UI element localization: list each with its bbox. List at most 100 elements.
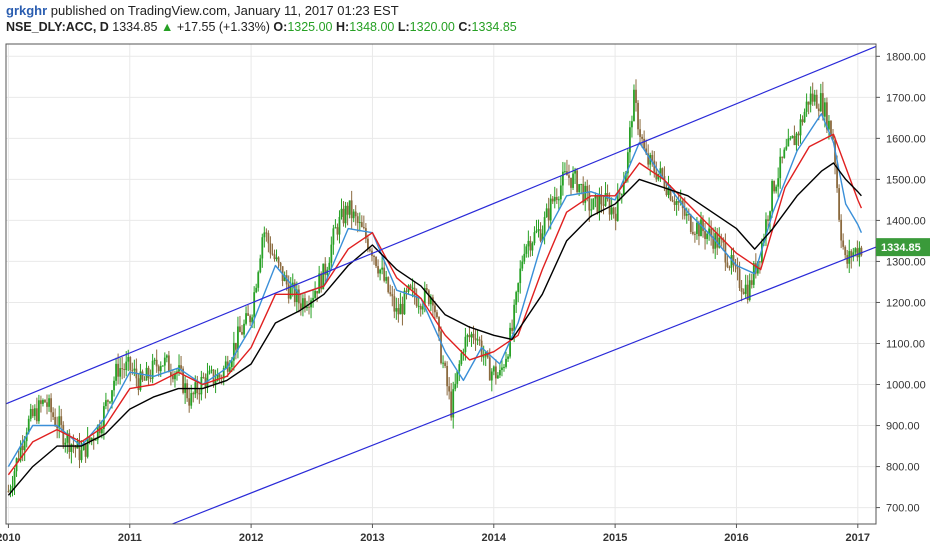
price-axis[interactable]: 700.00 800.00 900.00 1000.00 1100.00 1200.00 1… <box>876 51 926 515</box>
candle-body <box>700 219 702 237</box>
candle-body <box>78 441 81 461</box>
high-value: 1348.00 <box>349 20 395 34</box>
candle-body <box>781 156 784 158</box>
candle-body <box>100 428 103 434</box>
candle-body <box>214 380 217 384</box>
symbol-label[interactable]: NSE_DLY:ACC, D <box>6 20 109 34</box>
candle-body <box>137 378 140 390</box>
candle-body <box>629 127 631 153</box>
candle-body <box>641 136 643 139</box>
candle-body <box>647 153 650 165</box>
candle-body <box>464 336 467 353</box>
candle-body <box>338 216 341 235</box>
candle-body <box>553 196 556 202</box>
channel-lines[interactable] <box>5 45 877 525</box>
y-tick-label: 1700.00 <box>886 92 926 104</box>
candle-body <box>823 102 826 117</box>
candle-body <box>442 362 444 364</box>
candle-body <box>295 289 298 303</box>
candle-body <box>82 443 85 451</box>
candle-body <box>344 205 347 224</box>
candle-body <box>580 184 583 186</box>
candle-body <box>738 269 741 289</box>
candle-body <box>667 187 670 195</box>
candle-body <box>448 386 451 392</box>
candle-body <box>279 262 282 267</box>
ma-slow-line <box>7 162 862 496</box>
candle-body <box>143 379 146 381</box>
candle-body <box>346 205 349 215</box>
y-tick-label: 1100.00 <box>886 338 925 350</box>
candle-body <box>661 168 664 176</box>
channel-upper-line[interactable] <box>5 45 877 405</box>
candle-body <box>377 266 379 274</box>
candle-body <box>539 229 542 241</box>
candle-body <box>153 359 156 361</box>
candle-body <box>710 228 713 237</box>
candle-body <box>119 368 122 377</box>
candle-body <box>324 263 327 275</box>
candle-body <box>7 491 10 493</box>
candle-body <box>109 401 111 403</box>
candle-body <box>31 408 34 417</box>
candle-body <box>373 255 375 257</box>
candle-body <box>669 187 672 200</box>
candle-body <box>452 389 455 418</box>
candle-body <box>549 198 552 221</box>
candle-body <box>492 366 495 372</box>
plot-frame <box>5 43 877 525</box>
candle-body <box>157 366 160 372</box>
candle-body <box>275 257 278 260</box>
candle-body <box>537 229 540 231</box>
price-tag-box <box>876 238 930 257</box>
candle-body <box>399 303 402 315</box>
y-tick-label: 700.00 <box>886 503 920 515</box>
candle-body <box>730 255 733 268</box>
candle-body <box>9 489 12 492</box>
candle-body <box>789 138 792 140</box>
candle-body <box>218 374 221 378</box>
candle-body <box>68 433 71 452</box>
candle-body <box>596 195 599 213</box>
candle-body <box>334 227 337 229</box>
candle-body <box>807 101 810 105</box>
candle-body <box>472 333 475 338</box>
candle-body <box>687 213 690 216</box>
candle-body <box>551 198 554 202</box>
candle-body <box>350 200 353 219</box>
candle-body <box>631 121 633 128</box>
moving-averages <box>7 113 863 496</box>
candle-body <box>155 359 158 367</box>
time-axis[interactable]: 2010 2011 2012 2013 2014 2015 2016 2017 <box>0 524 870 544</box>
candle-body <box>389 292 392 295</box>
candle-body <box>478 339 481 341</box>
candle-body <box>395 308 398 312</box>
last-price: 1334.85 <box>112 20 158 34</box>
candle-body <box>645 148 648 154</box>
candle-body <box>37 400 40 422</box>
candle-body <box>854 248 857 253</box>
candle-body <box>590 209 593 211</box>
candle-body <box>44 400 46 403</box>
candle-body <box>393 296 396 312</box>
candle-body <box>761 242 763 263</box>
candle-body <box>419 305 422 310</box>
candle-body <box>362 226 365 229</box>
candle-body <box>639 129 641 137</box>
x-tick-label: 2011 <box>118 532 142 544</box>
candle-body <box>234 342 237 350</box>
candle-body <box>791 135 794 139</box>
candle-body <box>750 280 753 285</box>
candle-body <box>432 297 434 306</box>
candle-body <box>172 375 174 380</box>
candle-body <box>460 353 463 365</box>
candle-body <box>624 173 627 183</box>
candle-body <box>436 312 438 318</box>
author-link[interactable]: grkghr <box>6 3 48 18</box>
channel-lower-line[interactable] <box>172 246 877 525</box>
x-tick-label: 2015 <box>603 532 627 544</box>
candle-body <box>375 256 377 267</box>
candle-body <box>592 198 595 210</box>
candle-body <box>704 231 706 239</box>
